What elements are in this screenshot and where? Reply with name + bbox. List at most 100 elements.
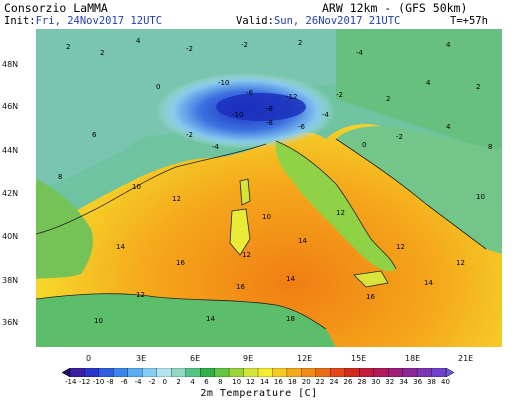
lon-label: 0 bbox=[86, 354, 92, 363]
colorbar-tick-label: -12 bbox=[78, 378, 91, 386]
colorbar-swatch bbox=[286, 368, 302, 377]
map-value-label: 12 bbox=[172, 195, 181, 203]
lat-label: 46N bbox=[2, 102, 19, 111]
colorbar-swatch bbox=[431, 368, 447, 377]
colorbar-swatch bbox=[171, 368, 187, 377]
balkan-coast bbox=[336, 126, 502, 254]
init-line: Init:Fri, 24Nov2017 12UTC bbox=[4, 15, 162, 27]
colorbar-swatch bbox=[243, 368, 259, 377]
iberia bbox=[36, 179, 93, 279]
map-value-label: 4 bbox=[426, 79, 431, 87]
map-value-label: -8 bbox=[266, 119, 273, 127]
colorbar-tick-label: 30 bbox=[371, 378, 381, 386]
colorbar-tick-label: 0 bbox=[162, 378, 167, 386]
map-value-label: 18 bbox=[286, 315, 295, 323]
map-value-label: -6 bbox=[298, 123, 306, 131]
map-value-label: 16 bbox=[236, 283, 245, 291]
colorbar-swatch bbox=[156, 368, 172, 377]
org-title: Consorzio LaMMA bbox=[4, 1, 108, 15]
lon-label: 12E bbox=[297, 354, 313, 363]
coastlines bbox=[36, 138, 487, 330]
lat-label: 42N bbox=[2, 189, 19, 198]
map-value-label: 0 bbox=[156, 83, 160, 91]
temperature-map: 2 2 4 -2 -2 2 -4 4 -10 -6 -8 -12 -10 -8 -6 -4 0 -2 2 4 -2 -4 0… bbox=[36, 29, 502, 347]
map-value-label: 10 bbox=[476, 193, 485, 201]
colorbar-swatch bbox=[142, 368, 158, 377]
valid-label: Valid: bbox=[236, 15, 274, 27]
map-value-label: 14 bbox=[298, 237, 307, 245]
map-value-label: 10 bbox=[94, 317, 103, 325]
model-title: ARW 12km - (GFS 50km) bbox=[322, 1, 468, 15]
lon-label: 3E bbox=[136, 354, 147, 363]
map-value-label: -6 bbox=[246, 89, 254, 97]
lon-label: 9E bbox=[243, 354, 254, 363]
colorbar-title: 2m Temperature [C] bbox=[200, 388, 318, 399]
colorbar-swatch bbox=[84, 368, 100, 377]
lead-time: T=+57h bbox=[450, 15, 488, 27]
map-value-label: 2 bbox=[100, 49, 104, 57]
map-value-label: 12 bbox=[136, 291, 145, 299]
lon-label: 15E bbox=[351, 354, 367, 363]
colorbar bbox=[62, 368, 454, 377]
colorbar-tick-label: 24 bbox=[329, 378, 339, 386]
map-value-label: 2 bbox=[298, 39, 302, 47]
north-africa bbox=[36, 293, 336, 347]
map-value-label: -2 bbox=[336, 91, 343, 99]
map-value-label: 14 bbox=[116, 243, 125, 251]
map-value-label: -2 bbox=[186, 45, 193, 53]
map-value-label: 16 bbox=[366, 293, 375, 301]
map-value-label: -8 bbox=[266, 105, 273, 113]
balkans-land bbox=[336, 29, 502, 154]
map-value-label: 10 bbox=[132, 183, 141, 191]
colorbar-swatch bbox=[301, 368, 317, 377]
colorbar-tick-label: 22 bbox=[315, 378, 325, 386]
colorbar-swatch bbox=[257, 368, 273, 377]
map-value-label: 2 bbox=[476, 83, 480, 91]
map-value-label: 8 bbox=[58, 173, 62, 181]
colorbar-swatch bbox=[330, 368, 346, 377]
map-value-label: 0 bbox=[362, 141, 366, 149]
map-value-label: -2 bbox=[241, 41, 248, 49]
lat-label: 48N bbox=[2, 60, 19, 69]
alps-core bbox=[216, 93, 306, 121]
colorbar-tick-label: 26 bbox=[343, 378, 353, 386]
map-value-label: -2 bbox=[396, 133, 403, 141]
map-value-label: 8 bbox=[488, 143, 492, 151]
map-value-label: -10 bbox=[232, 111, 243, 119]
colorbar-swatch bbox=[69, 368, 85, 377]
map-value-label: 10 bbox=[262, 213, 271, 221]
colorbar-tick-label: 6 bbox=[204, 378, 209, 386]
colorbar-swatch bbox=[315, 368, 331, 377]
map-value-label: 2 bbox=[386, 95, 390, 103]
map-value-label: -2 bbox=[186, 131, 193, 139]
map-value-label: 2 bbox=[66, 43, 70, 51]
colorbar-tick-label: -8 bbox=[106, 378, 114, 386]
lat-label: 36N bbox=[2, 318, 19, 327]
map-value-label: 14 bbox=[206, 315, 215, 323]
map-value-label: -4 bbox=[212, 143, 220, 151]
colorbar-tick-label: 38 bbox=[427, 378, 436, 386]
map-value-labels: 2 2 4 -2 -2 2 -4 4 -10 -6 -8 -12 -10 -8 -6 -4 0 -2 2 4 -2 -4 0… bbox=[58, 37, 492, 325]
colorbar-swatch bbox=[127, 368, 143, 377]
valid-line: Valid:Sun, 26Nov2017 21UTC bbox=[236, 15, 400, 27]
colorbar-arrow-right bbox=[445, 368, 454, 377]
lat-label: 44N bbox=[2, 146, 19, 155]
colorbar-tick-label: 32 bbox=[385, 378, 395, 386]
colorbar-tick-label: 10 bbox=[232, 378, 242, 386]
colorbar-tick-label: 20 bbox=[301, 378, 311, 386]
corsica bbox=[240, 179, 250, 205]
colorbar-tick-label: 8 bbox=[218, 378, 223, 386]
colorbar-tick-label: 28 bbox=[357, 378, 367, 386]
map-value-label: 14 bbox=[424, 279, 433, 287]
colorbar-tick-label: -6 bbox=[120, 378, 128, 386]
map-value-label: 6 bbox=[92, 131, 97, 139]
colorbar-swatch bbox=[228, 368, 244, 377]
colorbar-tick-label: 36 bbox=[413, 378, 423, 386]
colorbar-tick-label: -2 bbox=[148, 378, 156, 386]
lon-label: 21E bbox=[458, 354, 474, 363]
colorbar-tick-label: -10 bbox=[92, 378, 105, 386]
colorbar-swatch bbox=[214, 368, 230, 377]
colorbar-tick-label: -4 bbox=[134, 378, 142, 386]
colorbar-arrow-left bbox=[62, 368, 71, 377]
map-value-label: 12 bbox=[456, 259, 465, 267]
